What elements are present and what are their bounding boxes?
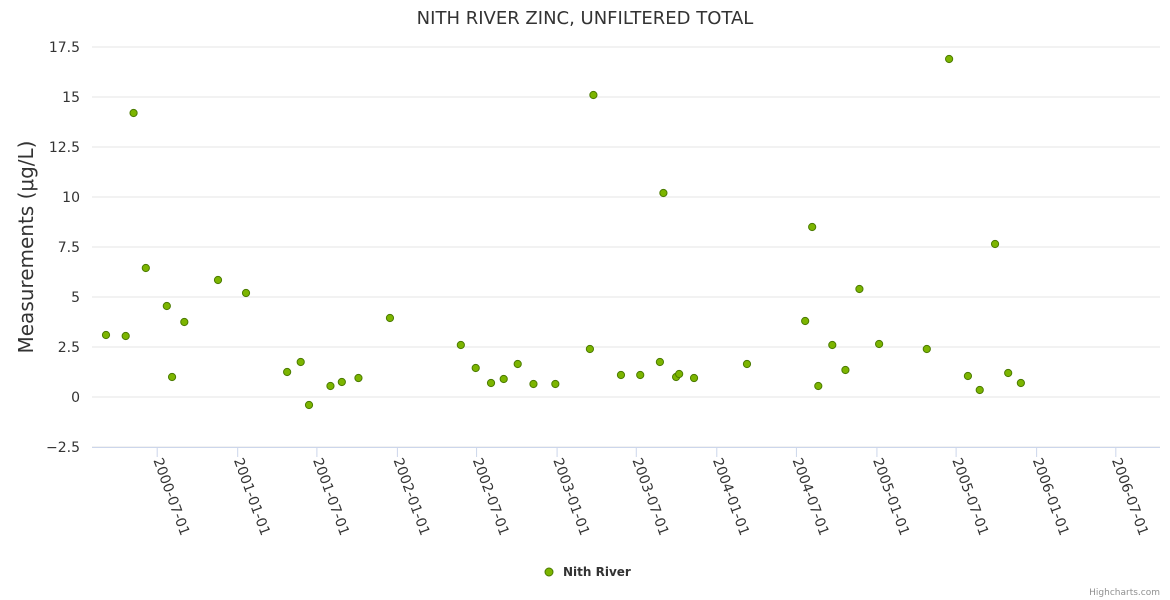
data-point[interactable]	[814, 381, 823, 391]
x-tick-label: 2000-07-01	[149, 456, 192, 538]
data-point[interactable]	[354, 373, 363, 383]
y-tick-label: 17.5	[49, 40, 80, 56]
data-point[interactable]	[742, 359, 752, 369]
y-tick-label: 15	[62, 90, 80, 106]
data-point[interactable]	[471, 363, 480, 373]
data-point[interactable]	[945, 54, 954, 64]
data-point[interactable]	[241, 288, 251, 298]
legend[interactable]: Nith River	[544, 565, 631, 579]
data-point[interactable]	[141, 263, 150, 273]
data-point[interactable]	[1004, 368, 1013, 378]
x-tick-label: 2006-01-01	[1029, 456, 1072, 538]
x-tick-label: 2003-07-01	[629, 456, 672, 538]
data-point[interactable]	[337, 377, 346, 387]
data-point[interactable]	[486, 378, 496, 388]
data-point[interactable]	[855, 284, 864, 294]
legend-marker	[544, 567, 554, 577]
legend-label-nith-river[interactable]: Nith River	[563, 565, 631, 579]
data-point[interactable]	[841, 365, 850, 375]
x-tick-label: 2002-07-01	[469, 456, 512, 538]
data-point[interactable]	[167, 372, 177, 382]
y-tick-label: 5	[71, 290, 80, 306]
data-point[interactable]	[513, 359, 522, 369]
data-point[interactable]	[101, 330, 111, 340]
data-point[interactable]	[529, 379, 538, 389]
x-tick-label: 2005-07-01	[948, 456, 991, 538]
x-tick-label: 2001-01-01	[230, 456, 273, 538]
x-axis-ticks: 2000-07-01 2001-01-01 2001-07-01 2002-01-01…	[149, 447, 1151, 538]
y-tick-label: 10	[62, 190, 80, 206]
data-point[interactable]	[129, 108, 138, 118]
y-axis-label: Measurements (μg/L)	[14, 141, 38, 354]
y-tick-label: 12.5	[49, 140, 80, 156]
data-point[interactable]	[689, 373, 699, 383]
x-tick-label: 2001-07-01	[309, 456, 352, 538]
data-point[interactable]	[636, 370, 645, 380]
data-point[interactable]	[499, 374, 508, 384]
data-point[interactable]	[162, 301, 171, 311]
data-point[interactable]	[675, 369, 684, 379]
data-point[interactable]	[589, 90, 598, 100]
data-point[interactable]	[213, 275, 223, 285]
x-tick-label: 2004-01-01	[709, 456, 752, 538]
data-point[interactable]	[655, 357, 665, 367]
data-point[interactable]	[875, 339, 884, 349]
data-point[interactable]	[385, 313, 395, 323]
x-tick-label: 2002-01-01	[390, 456, 433, 538]
data-point[interactable]	[304, 400, 314, 410]
data-point[interactable]	[551, 379, 560, 389]
data-point[interactable]	[180, 317, 189, 327]
data-point[interactable]	[616, 370, 626, 380]
y-tick-label: 2.5	[58, 340, 80, 356]
data-point[interactable]	[828, 340, 837, 350]
data-point[interactable]	[990, 239, 1000, 249]
y-axis-ticks: −2.5 0 2.5 5 7.5 10 12.5 15 17.5	[46, 40, 80, 456]
data-point[interactable]	[326, 381, 335, 391]
x-tick-label: 2006-07-01	[1108, 456, 1151, 538]
data-point[interactable]	[1016, 378, 1025, 388]
data-point[interactable]	[283, 367, 292, 377]
x-tick-label: 2003-01-01	[549, 456, 592, 538]
credits-link[interactable]: Highcharts.com	[1089, 588, 1160, 598]
chart-title: NITH RIVER ZINC, UNFILTERED TOTAL	[417, 8, 754, 29]
grid-lines	[92, 46, 1160, 448]
x-tick-label: 2004-07-01	[789, 456, 832, 538]
data-point[interactable]	[808, 222, 817, 232]
data-points	[101, 54, 1025, 410]
data-point[interactable]	[296, 357, 305, 367]
data-point[interactable]	[975, 385, 984, 395]
x-tick-label: 2005-01-01	[869, 456, 912, 538]
y-tick-label: 7.5	[58, 240, 80, 256]
data-point[interactable]	[121, 331, 130, 341]
data-point[interactable]	[801, 316, 810, 326]
data-point[interactable]	[585, 344, 595, 354]
data-point[interactable]	[922, 344, 931, 354]
data-point[interactable]	[456, 340, 465, 350]
data-point[interactable]	[659, 188, 668, 198]
y-tick-label: −2.5	[46, 440, 80, 456]
data-point[interactable]	[963, 371, 973, 381]
y-tick-label: 0	[71, 390, 80, 406]
